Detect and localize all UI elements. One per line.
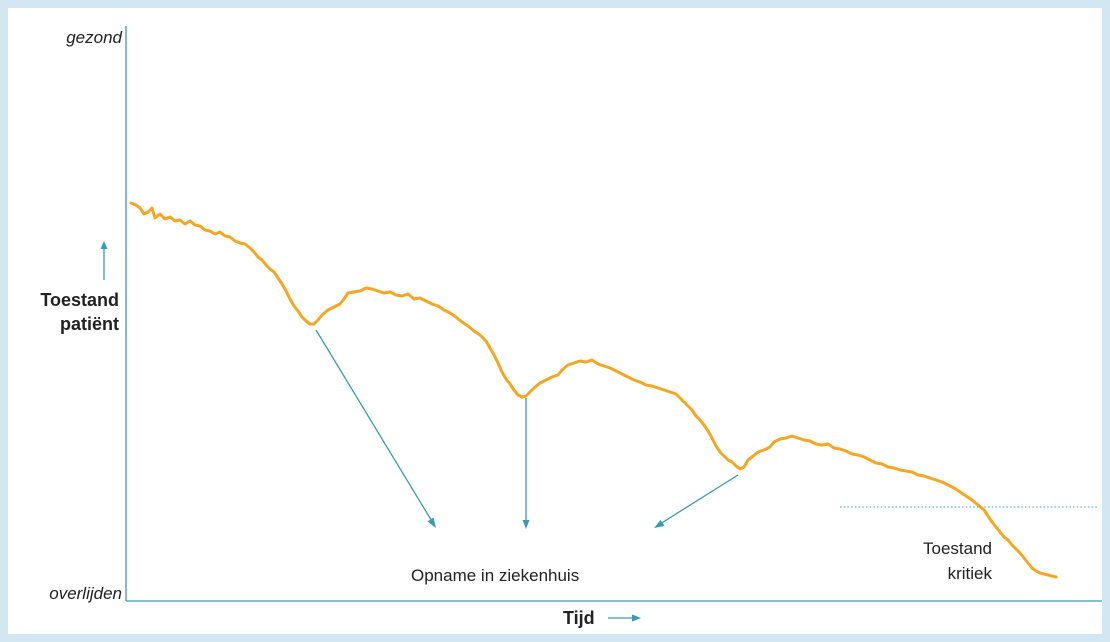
y-axis-title-line2: patiënt <box>59 314 119 334</box>
hospital-arrow-3 <box>654 474 739 528</box>
x-axis-title: Tijd <box>563 608 595 628</box>
y-axis-arrow-icon <box>100 241 108 280</box>
condition-curve <box>129 201 1058 579</box>
diagram-panel: gezond overlijden Toestand patiënt Tijd … <box>8 8 1102 634</box>
x-axis-arrow-icon <box>608 614 641 622</box>
y-axis-top-label: gezond <box>66 28 122 47</box>
y-axis-bottom-label: overlijden <box>49 584 122 603</box>
hospital-arrow-2 <box>522 398 530 529</box>
hospital-arrow-1 <box>315 329 436 528</box>
patient-condition-diagram <box>100 26 1102 622</box>
hospital-admission-label: Opname in ziekenhuis <box>411 566 580 585</box>
critical-label-line1: Toestand <box>923 539 992 558</box>
y-axis-title-line1: Toestand <box>40 290 119 310</box>
critical-label-line2: kritiek <box>947 564 992 583</box>
